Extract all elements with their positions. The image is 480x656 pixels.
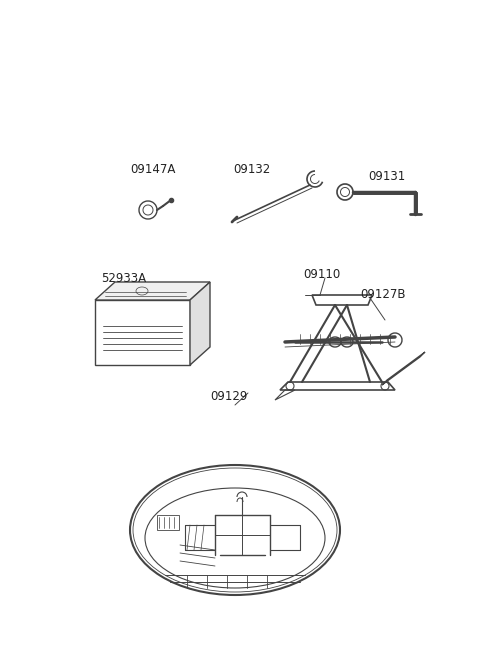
Text: 09131: 09131	[368, 170, 405, 183]
Bar	[157, 515, 179, 530]
Text: 09110: 09110	[303, 268, 340, 281]
Text: 09147A: 09147A	[130, 163, 175, 176]
Text: 52933A: 52933A	[101, 272, 146, 285]
Text: 09129: 09129	[210, 390, 247, 403]
Polygon shape	[382, 352, 425, 385]
Text: 09132: 09132	[233, 163, 270, 176]
Polygon shape	[95, 282, 210, 300]
Text: 09127B: 09127B	[360, 288, 406, 301]
Polygon shape	[190, 282, 210, 365]
Bar	[95, 300, 190, 365]
